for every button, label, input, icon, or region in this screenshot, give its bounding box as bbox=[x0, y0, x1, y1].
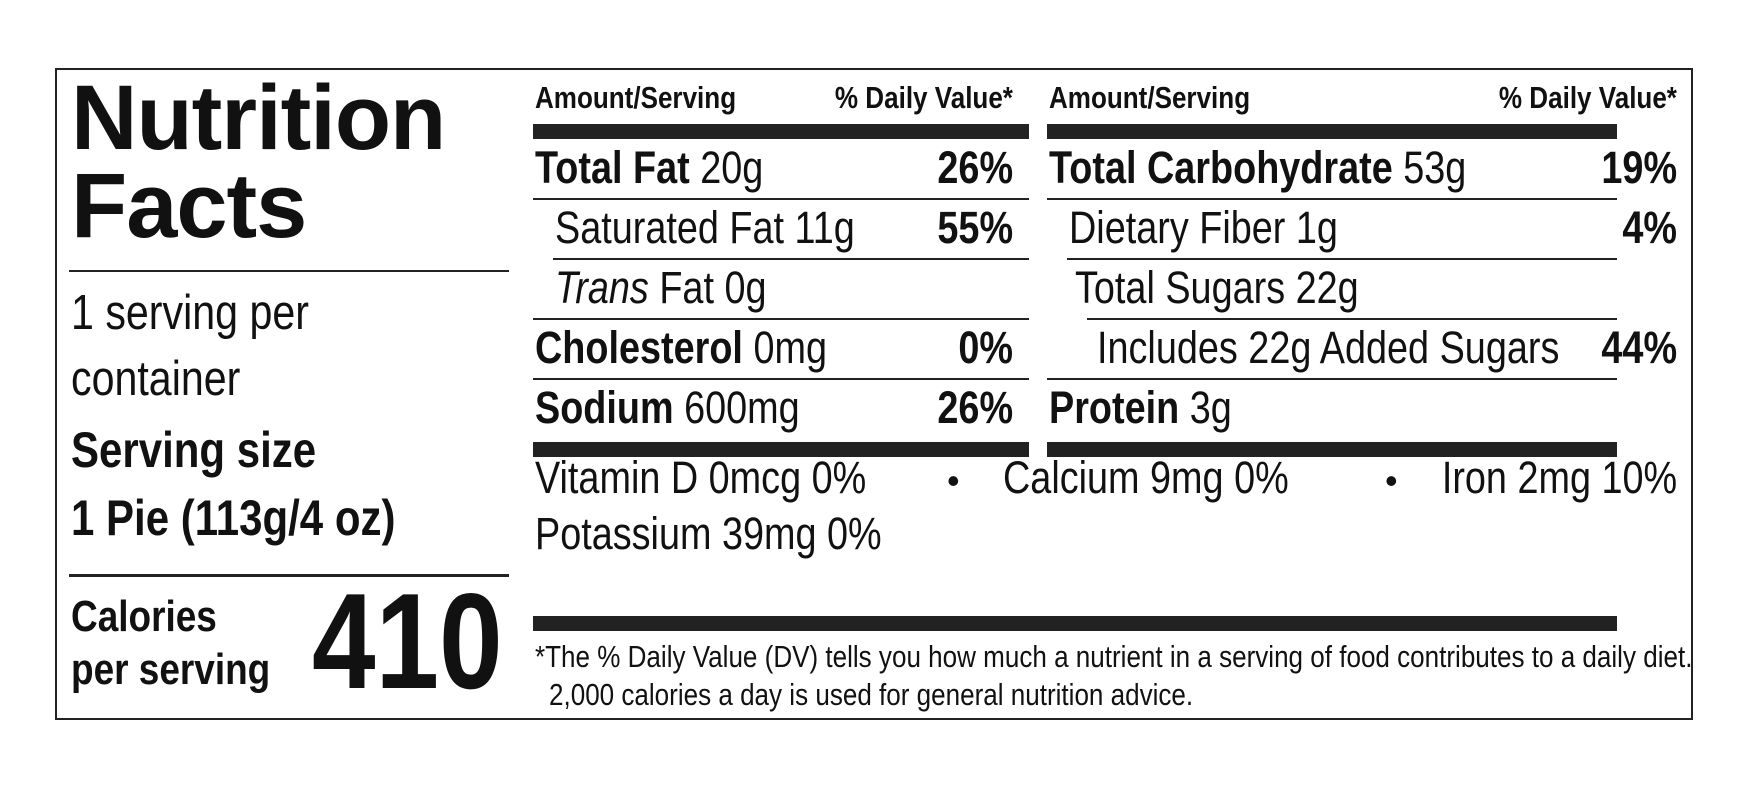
nutrient-name: Cholesterol bbox=[535, 322, 743, 373]
header-dv-text: % Daily Value* bbox=[834, 80, 1013, 115]
nutrient-name: Total Fat bbox=[535, 142, 690, 193]
servings-line-1: 1 serving per bbox=[71, 286, 309, 340]
vitamin-d-text: Vitamin D 0mcg 0% bbox=[535, 452, 867, 503]
row-divider bbox=[1087, 318, 1617, 320]
row-cholesterol: Cholesterol 0mg bbox=[535, 320, 883, 376]
row-total-fat: Total Fat 20g bbox=[535, 140, 807, 196]
servings-line-2: container bbox=[71, 352, 241, 406]
nutrient-name: Total Sugars 22g bbox=[1075, 262, 1359, 313]
footnote-line-2: 2,000 calories a day is used for general… bbox=[549, 676, 1316, 714]
thick-bar-bottom-left bbox=[533, 442, 1029, 457]
bullet-separator: • bbox=[947, 460, 960, 501]
dv-value: 55% bbox=[937, 202, 1013, 253]
calories-number: 410 bbox=[312, 565, 503, 717]
divider-medium bbox=[69, 574, 509, 577]
row-protein: Protein 3g bbox=[1049, 380, 1267, 436]
row-trans-fat: Trans Fat 0g bbox=[555, 260, 807, 316]
row-divider bbox=[1067, 258, 1617, 260]
header-amount-left: Amount/Serving bbox=[535, 80, 774, 116]
panel-title: Nutrition Facts bbox=[71, 67, 446, 257]
dv-value: 4% bbox=[1622, 202, 1677, 253]
dv-dietary-fiber: 4% bbox=[1612, 200, 1677, 256]
dv-value: 19% bbox=[1601, 142, 1677, 193]
calories-label: Calories per serving bbox=[71, 590, 308, 696]
serving-size-value: 1 Pie (113g/4 oz) bbox=[71, 490, 396, 546]
header-amount-text: Amount/Serving bbox=[535, 80, 737, 115]
row-divider bbox=[533, 198, 1029, 200]
calcium-text: Calcium 9mg 0% bbox=[1003, 452, 1289, 503]
dv-saturated-fat: 55% bbox=[923, 200, 1013, 256]
row-added-sugars: Includes 22g Added Sugars bbox=[1097, 320, 1647, 376]
nutrient-amount: 600mg bbox=[684, 382, 800, 433]
row-total-sugars: Total Sugars 22g bbox=[1075, 260, 1413, 316]
row-sodium: Sodium 600mg bbox=[535, 380, 850, 436]
nutrient-amount: 3g bbox=[1189, 382, 1232, 433]
potassium: Potassium 39mg 0% bbox=[535, 506, 948, 562]
row-divider bbox=[533, 378, 1029, 380]
footnote-text-1: *The % Daily Value (DV) tells you how mu… bbox=[535, 639, 1693, 674]
serving-size-label: Serving size bbox=[71, 422, 317, 478]
iron-text: Iron 2mg 10% bbox=[1441, 452, 1677, 503]
header-dv-text: % Daily Value* bbox=[1498, 80, 1677, 115]
vitamin-d: Vitamin D 0mcg 0% bbox=[535, 450, 929, 506]
iron: Iron 2mg 10% bbox=[1397, 450, 1677, 506]
row-dietary-fiber: Dietary Fiber 1g bbox=[1069, 200, 1389, 256]
nutrient-amount: 20g bbox=[700, 142, 764, 193]
dv-value: 44% bbox=[1601, 322, 1677, 373]
thick-bar-footer bbox=[533, 616, 1617, 631]
calories-label-line-2: per serving bbox=[71, 645, 271, 694]
dv-value: 0% bbox=[958, 322, 1013, 373]
row-divider bbox=[1047, 378, 1617, 380]
row-divider bbox=[553, 258, 1029, 260]
nutrient-name-italic: Trans bbox=[555, 262, 649, 313]
nutrient-name: Sodium bbox=[535, 382, 674, 433]
calories-label-line-1: Calories bbox=[71, 592, 217, 641]
dv-value: 26% bbox=[937, 382, 1013, 433]
footnote-line-1: *The % Daily Value (DV) tells you how mu… bbox=[535, 638, 1748, 676]
row-saturated-fat: Saturated Fat 11g bbox=[555, 200, 912, 256]
nutrient-name: Saturated Fat 11g bbox=[555, 202, 855, 253]
row-divider bbox=[1047, 198, 1617, 200]
bullet-separator: • bbox=[1385, 460, 1398, 501]
header-dv-left: % Daily Value* bbox=[801, 80, 1013, 116]
header-dv-right: % Daily Value* bbox=[1465, 80, 1677, 116]
dv-value: 26% bbox=[937, 142, 1013, 193]
nutrient-name: Includes 22g Added Sugars bbox=[1097, 322, 1560, 373]
nutrient-amount: 53g bbox=[1403, 142, 1467, 193]
nutrient-name: Dietary Fiber 1g bbox=[1069, 202, 1338, 253]
footnote-text-2: 2,000 calories a day is used for general… bbox=[549, 677, 1194, 712]
dv-added-sugars: 44% bbox=[1587, 320, 1677, 376]
row-total-carbohydrate: Total Carbohydrate 53g bbox=[1049, 140, 1546, 196]
nutrient-name: Protein bbox=[1049, 382, 1180, 433]
dv-total-carbohydrate: 19% bbox=[1587, 140, 1677, 196]
nutrient-name: Total Carbohydrate bbox=[1049, 142, 1393, 193]
thick-bar-top-right bbox=[1047, 124, 1617, 139]
calories-value: 410 bbox=[312, 566, 539, 716]
thick-bar-bottom-right bbox=[1047, 442, 1617, 457]
dv-total-fat: 26% bbox=[923, 140, 1013, 196]
nutrient-amount: 0mg bbox=[753, 322, 827, 373]
nutrition-facts-label: Nutrition Facts 1 serving per container … bbox=[55, 68, 1693, 720]
calcium: Calcium 9mg 0% bbox=[1003, 450, 1343, 506]
title-line-1: Nutrition bbox=[71, 67, 446, 169]
thick-bar-top-left bbox=[533, 124, 1029, 139]
row-divider bbox=[533, 318, 1029, 320]
potassium-text: Potassium 39mg 0% bbox=[535, 508, 882, 559]
servings-per-container: 1 serving per container bbox=[71, 280, 354, 412]
nutrient-name: Fat 0g bbox=[659, 262, 767, 313]
dv-sodium: 26% bbox=[923, 380, 1013, 436]
title-line-2: Facts bbox=[71, 155, 307, 257]
header-amount-text: Amount/Serving bbox=[1049, 80, 1251, 115]
header-amount-right: Amount/Serving bbox=[1049, 80, 1288, 116]
dv-cholesterol: 0% bbox=[948, 320, 1013, 376]
serving-size: Serving size 1 Pie (113g/4 oz) bbox=[71, 416, 457, 552]
divider-thin bbox=[69, 270, 509, 272]
